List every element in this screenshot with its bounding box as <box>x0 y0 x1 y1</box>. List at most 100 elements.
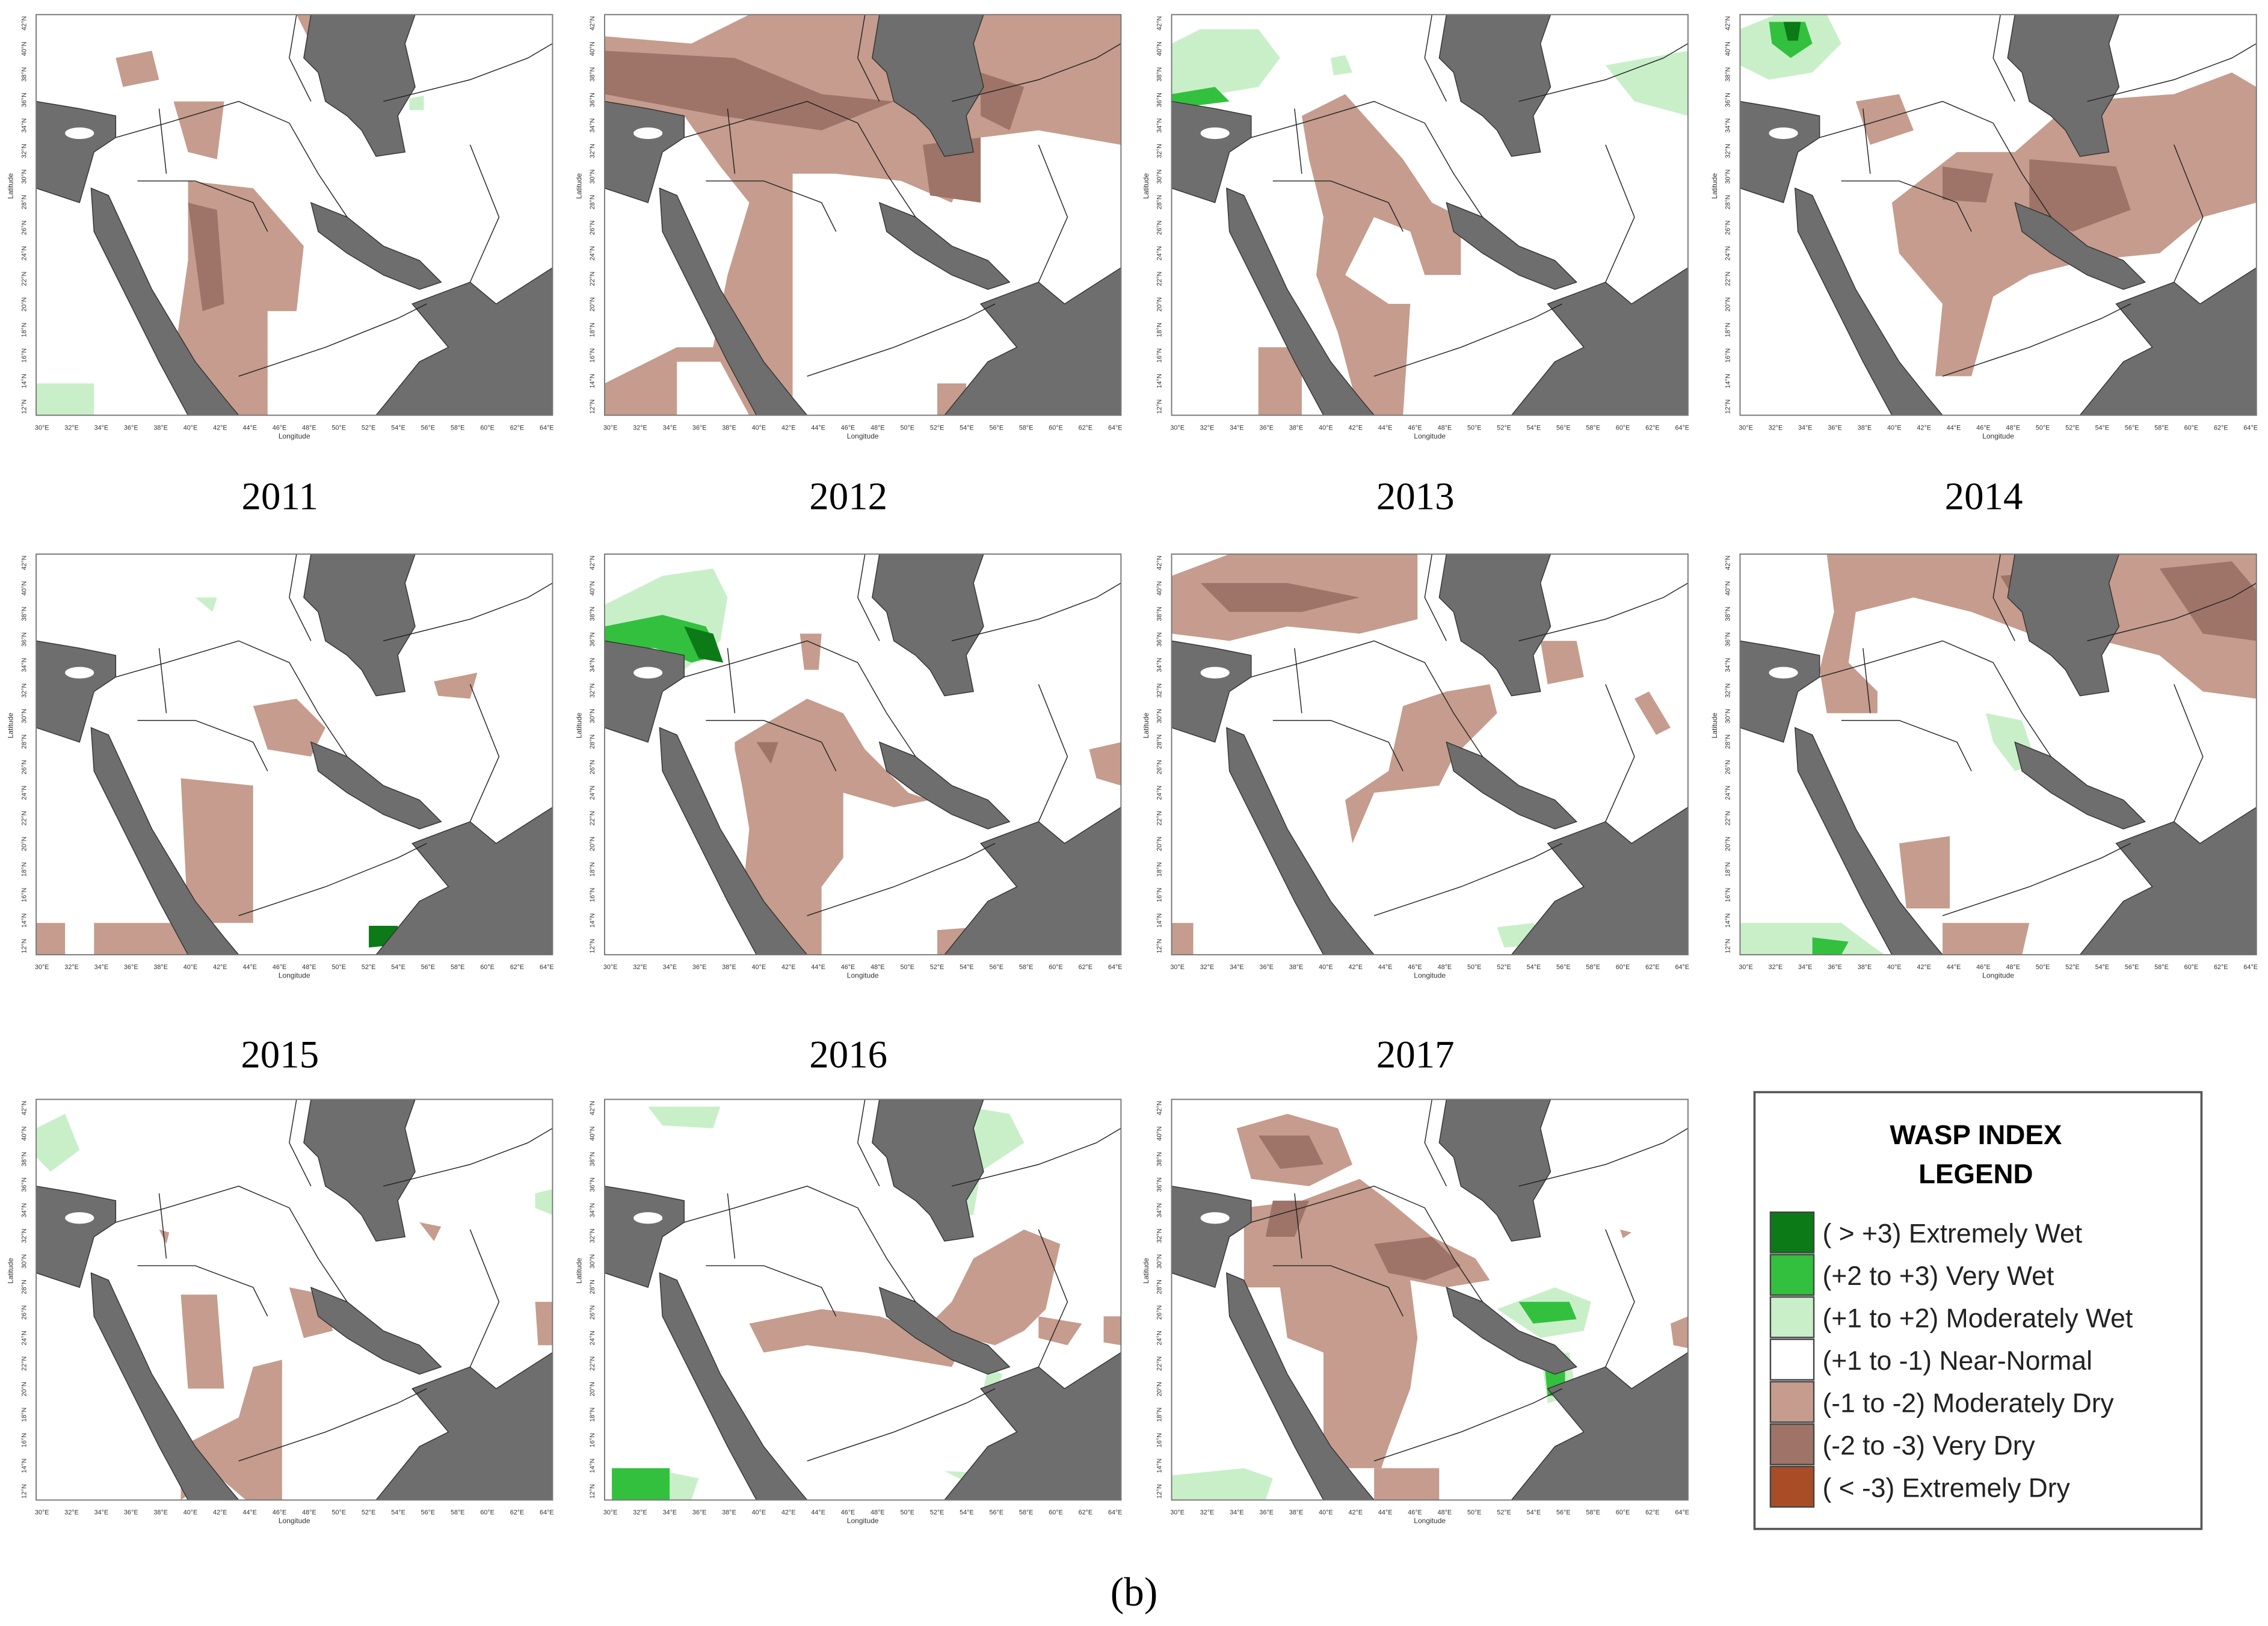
y-tick-label: 42°N <box>589 1101 596 1115</box>
x-tick-label: 50°E <box>332 424 347 431</box>
anomaly-region <box>36 1113 80 1172</box>
x-tick-label: 62°E <box>1645 964 1660 971</box>
anomaly-region <box>253 698 325 757</box>
x-tick-label: 34°E <box>1230 964 1244 971</box>
x-tick-label: 32°E <box>633 424 647 431</box>
border <box>289 554 312 641</box>
y-tick-label: 38°N <box>589 606 596 621</box>
x-tick-label: 38°E <box>722 964 736 971</box>
sea <box>604 1185 685 1289</box>
x-tick-label: 48°E <box>1438 424 1452 431</box>
y-tick-label: 38°N <box>589 67 596 82</box>
anomaly-region <box>1301 94 1461 416</box>
border <box>1942 843 2131 916</box>
border <box>1373 1388 1563 1462</box>
x-tick-label: 50°E <box>2036 424 2050 431</box>
x-tick-label: 54°E <box>960 964 974 971</box>
y-tick-label: 42°N <box>1725 555 1732 570</box>
x-tick-label: 64°E <box>1108 424 1123 431</box>
x-tick-label: 64°E <box>2243 424 2258 431</box>
x-tick-label: 36°E <box>124 1509 138 1517</box>
y-tick-label: 12°N <box>589 399 596 414</box>
map-frame <box>604 14 1122 416</box>
y-tick-label: 26°N <box>1725 220 1732 235</box>
anomaly-region <box>195 597 217 612</box>
border <box>807 1388 996 1462</box>
x-tick-label: 56°E <box>2125 424 2139 431</box>
y-tick-label: 26°N <box>1156 220 1163 235</box>
border <box>137 719 268 772</box>
anomaly-region <box>1316 1229 1328 1244</box>
legend-label: ( < -3) Extremely Dry <box>1822 1473 2070 1503</box>
x-tick-label: 36°E <box>692 964 707 971</box>
y-tick-label: 34°N <box>589 119 596 133</box>
anomaly-region <box>1518 1302 1577 1324</box>
y-tick-label: 38°N <box>1156 67 1163 82</box>
y-tick-label: 36°N <box>20 93 28 107</box>
border <box>857 14 880 102</box>
y-tick-label: 40°N <box>1725 42 1732 56</box>
border <box>1424 554 1447 641</box>
border <box>137 180 268 232</box>
border <box>1605 684 1635 822</box>
x-tick-label: 62°E <box>1645 424 1660 431</box>
x-tick-label: 48°E <box>1438 1509 1452 1517</box>
x-tick-label: 50°E <box>900 1509 914 1517</box>
x-tick-label: 54°E <box>391 424 405 431</box>
x-tick-label: 48°E <box>871 1509 885 1517</box>
map-panel: 30°E 32°E 34°E 36°E 38°E 40°E 42°E 44°E 46°E 48°E… <box>1710 14 2258 440</box>
y-tick-label: 16°N <box>1725 348 1732 363</box>
y-tick-label: 18°N <box>20 322 28 337</box>
y-tick-label: 14°N <box>20 913 28 928</box>
border <box>684 1186 916 1302</box>
x-tick-label: 50°E <box>900 964 914 971</box>
x-tick-label: 56°E <box>421 964 436 971</box>
anomaly-region <box>535 1189 553 1215</box>
x-axis-label: Longitude <box>847 972 879 980</box>
border <box>727 648 736 713</box>
island <box>1769 127 1798 140</box>
x-tick-label: 52°E <box>1497 964 1511 971</box>
x-tick-label: 58°E <box>1586 424 1600 431</box>
x-tick-label: 40°E <box>752 964 766 971</box>
x-tick-label: 32°E <box>1200 424 1215 431</box>
anomaly-region <box>1899 836 1950 909</box>
x-tick-label: 32°E <box>633 1509 647 1517</box>
x-tick-label: 46°E <box>1408 424 1422 431</box>
y-axis-label: Latitude <box>575 712 584 738</box>
y-tick-label: 14°N <box>589 1459 596 1473</box>
sea <box>878 741 1011 830</box>
x-tick-label: 62°E <box>2214 424 2228 431</box>
y-tick-label: 40°N <box>589 1126 596 1141</box>
x-tick-label: 56°E <box>1556 964 1571 971</box>
map-panel: 30°E 32°E 34°E 36°E 38°E 40°E 42°E 44°E 46°E 48°E… <box>575 1098 1123 1525</box>
x-tick-label: 48°E <box>302 964 316 971</box>
border <box>289 14 312 102</box>
x-tick-label: 30°E <box>603 964 618 971</box>
y-axis-label: Latitude <box>1142 712 1150 738</box>
x-tick-label: 58°E <box>1586 964 1600 971</box>
x-tick-label: 52°E <box>1497 424 1511 431</box>
x-tick-label: 44°E <box>1378 1509 1393 1517</box>
x-tick-label: 46°E <box>273 964 287 971</box>
x-axis-label: Longitude <box>279 432 310 440</box>
x-tick-label: 52°E <box>930 1509 944 1517</box>
y-tick-label: 36°N <box>1156 632 1163 647</box>
y-tick-label: 40°N <box>1156 42 1163 56</box>
x-tick-label: 38°E <box>153 964 168 971</box>
border <box>1863 108 1871 174</box>
x-tick-label: 62°E <box>1079 424 1093 431</box>
x-tick-label: 30°E <box>35 1509 49 1517</box>
y-tick-label: 32°N <box>1725 144 1732 158</box>
border <box>706 719 837 772</box>
anomaly-region <box>1943 923 2030 955</box>
border <box>1518 582 1689 642</box>
x-tick-label: 56°E <box>990 964 1004 971</box>
anomaly-region <box>1038 1316 1082 1346</box>
x-tick-label: 38°E <box>1289 964 1304 971</box>
x-tick-label: 60°E <box>1049 424 1063 431</box>
x-tick-label: 54°E <box>960 1509 974 1517</box>
anomaly-region <box>612 1468 670 1500</box>
x-tick-label: 56°E <box>1556 1509 1571 1517</box>
anomaly-region <box>180 778 253 923</box>
